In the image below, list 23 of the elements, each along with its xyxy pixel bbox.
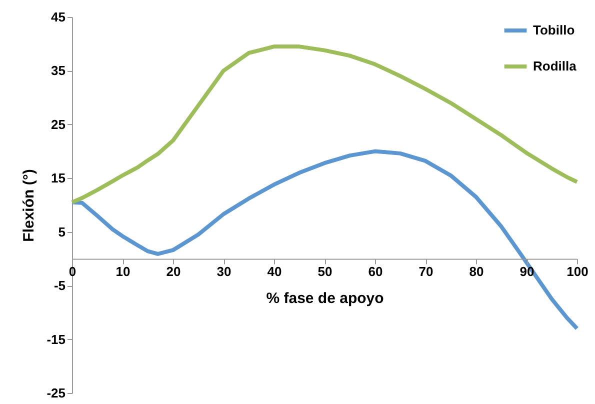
x-tick-label: 50 [318, 264, 332, 280]
x-tick-label: 30 [216, 264, 232, 280]
y-tick-label: 25 [51, 116, 66, 132]
y-tick-label: -5 [54, 278, 66, 294]
y-axis-title: Flexión (°) [20, 169, 38, 242]
y-tick-label: 15 [51, 170, 66, 186]
y-tick-label: -25 [46, 386, 66, 400]
x-tick-label: 40 [267, 264, 282, 280]
y-tick-label: 35 [51, 63, 66, 78]
y-tick-label: -15 [46, 332, 66, 347]
x-tick-label: 10 [116, 264, 130, 280]
x-tick-label: 100 [566, 264, 588, 280]
x-tick-label: 80 [469, 264, 484, 280]
line-series [70, 44, 579, 204]
x-tick-label: 60 [368, 264, 383, 280]
x-tick-label: 0 [68, 264, 76, 280]
x-tick-label: 20 [166, 264, 181, 280]
x-axis-title: % fase de apoyo [266, 290, 384, 308]
legend-label: Tobillo [533, 22, 575, 38]
y-tick-label: 45 [51, 10, 66, 24]
y-tick-label: 5 [58, 224, 66, 240]
legend-label: Rodilla [533, 58, 578, 74]
x-tick-label: 70 [418, 264, 434, 280]
